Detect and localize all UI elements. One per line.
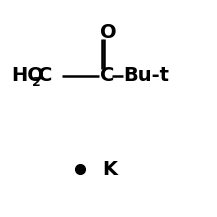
Text: C: C xyxy=(100,66,114,85)
Text: O: O xyxy=(100,23,117,42)
Text: Bu-t: Bu-t xyxy=(124,66,170,85)
Text: 2: 2 xyxy=(32,76,41,89)
Text: C: C xyxy=(38,66,52,85)
Text: HO: HO xyxy=(11,66,44,85)
Text: K: K xyxy=(102,160,117,179)
